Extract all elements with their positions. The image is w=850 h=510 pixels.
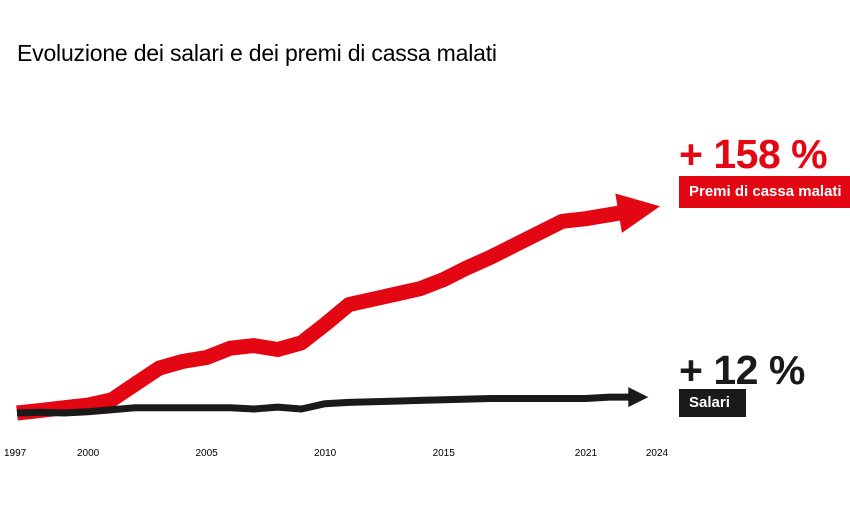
x-tick-label: 1997: [4, 448, 27, 459]
x-tick-label: 2024: [646, 448, 669, 459]
salari-series-line: [16, 393, 637, 417]
premi-series-label: Premi di cassa malati: [679, 176, 850, 208]
salari-arrow-head: [628, 387, 649, 408]
x-tick-label: 2010: [314, 448, 337, 459]
x-tick-label: 2000: [77, 448, 100, 459]
chart-title: Evoluzione dei salari e dei premi di cas…: [17, 40, 497, 66]
salari-change-label: + 12 %: [679, 347, 805, 393]
premi-series-line: [16, 203, 641, 421]
x-tick-label: 2021: [575, 448, 598, 459]
x-tick-label: 2015: [433, 448, 456, 459]
premi-change-label: + 158 %: [679, 131, 828, 177]
salari-series-label: Salari: [679, 389, 746, 417]
premi-arrow-head: [615, 193, 660, 233]
x-tick-label: 2005: [195, 448, 218, 459]
